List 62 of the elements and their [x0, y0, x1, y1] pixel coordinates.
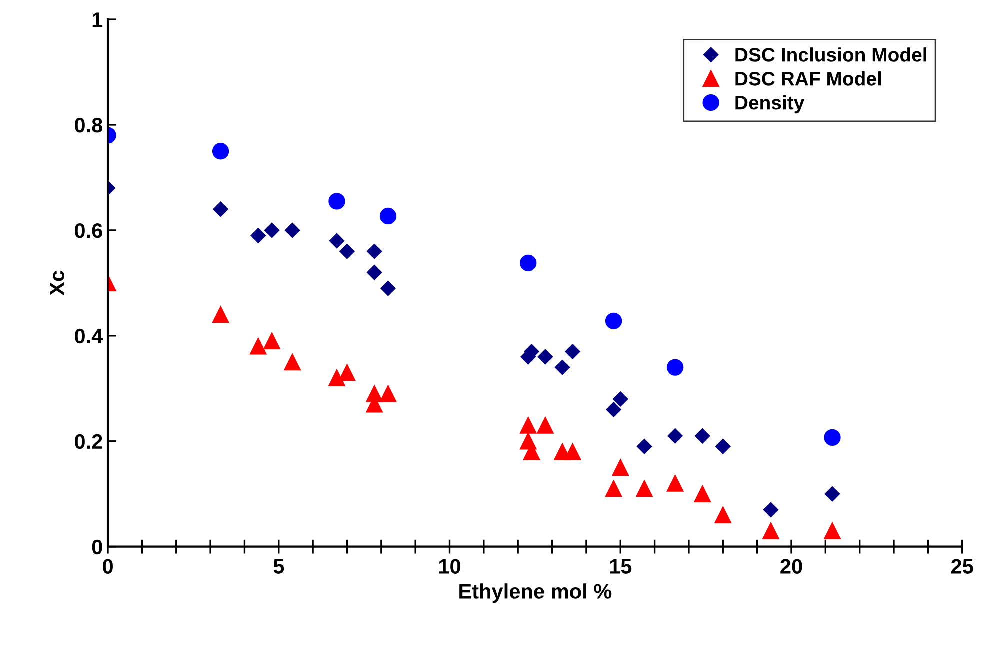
legend-label: Density	[736, 95, 805, 114]
point	[762, 522, 780, 540]
point	[284, 354, 301, 371]
x-tick-label: 15	[610, 559, 632, 574]
point	[763, 502, 779, 518]
point	[613, 392, 628, 407]
point	[264, 332, 280, 350]
point	[824, 429, 841, 446]
point	[212, 143, 230, 160]
y-tick-label: 0.6	[75, 223, 102, 238]
point	[212, 306, 230, 324]
point	[329, 233, 345, 249]
x-tick-label: 5	[274, 559, 284, 574]
y-tick-label: 0	[92, 540, 102, 555]
point	[537, 417, 554, 434]
point	[668, 428, 683, 444]
point	[367, 244, 382, 260]
point	[564, 444, 582, 460]
point	[716, 439, 731, 454]
legend-label: DSC Inclusion Model	[736, 48, 926, 62]
point	[250, 228, 266, 244]
point	[328, 193, 346, 210]
point	[605, 312, 622, 330]
y-tick-label: 0.4	[75, 328, 104, 344]
point	[213, 202, 228, 217]
point	[612, 459, 629, 476]
point	[520, 417, 537, 434]
point	[824, 486, 840, 502]
point	[380, 208, 397, 225]
point	[380, 280, 396, 296]
point	[284, 222, 300, 238]
x-tick-label: 10	[439, 559, 460, 574]
x-tick-label: 0	[103, 559, 113, 574]
point	[338, 364, 356, 382]
point	[606, 402, 622, 418]
y-tick-label: 1	[92, 12, 103, 28]
y-tick-label: 0.2	[75, 434, 102, 450]
x-tick-label: 25	[951, 559, 974, 574]
point	[636, 480, 653, 498]
point	[695, 428, 710, 444]
point	[714, 506, 732, 524]
point	[694, 486, 711, 502]
point	[520, 254, 537, 272]
point	[565, 344, 580, 360]
point	[380, 386, 397, 402]
x-tick-label: 20	[780, 559, 802, 574]
point	[605, 480, 622, 498]
x-axis-title: Ethylene mol %	[460, 584, 612, 604]
y-tick-label: 0.8	[75, 118, 103, 133]
point	[538, 349, 554, 365]
point	[666, 359, 684, 376]
point	[554, 360, 570, 376]
point	[367, 265, 382, 280]
point	[250, 338, 267, 355]
point	[824, 522, 841, 540]
point	[340, 244, 355, 260]
point	[666, 475, 684, 492]
y-axis-title: Xc	[50, 271, 65, 296]
legend-label: DSC RAF Model	[736, 72, 882, 86]
point	[264, 222, 280, 238]
point	[636, 439, 652, 454]
point	[328, 370, 346, 386]
